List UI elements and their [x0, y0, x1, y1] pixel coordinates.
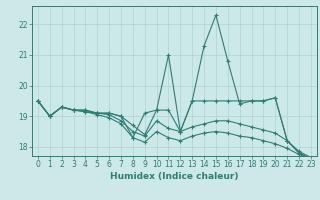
X-axis label: Humidex (Indice chaleur): Humidex (Indice chaleur)	[110, 172, 239, 181]
